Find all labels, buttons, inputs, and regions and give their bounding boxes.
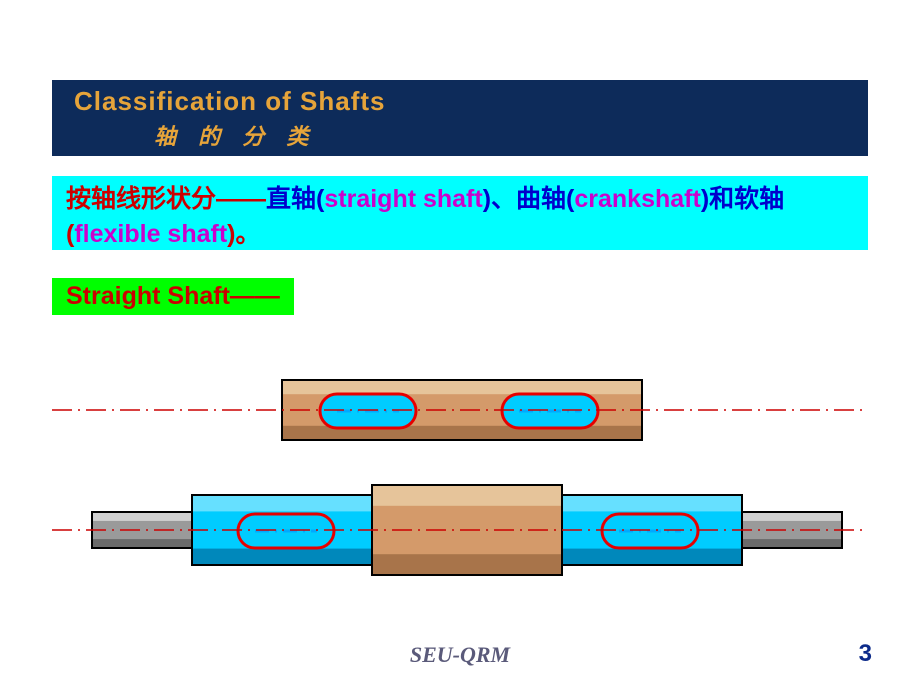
title-bar: Classification of Shafts 轴 的 分 类 — [52, 80, 868, 156]
page-number: 3 — [859, 640, 872, 668]
slide: Classification of Shafts 轴 的 分 类 按轴线形状分—… — [0, 0, 920, 690]
title-english: Classification of Shafts — [74, 86, 868, 117]
shaft-diagram — [52, 340, 868, 630]
title-chinese: 轴 的 分 类 — [154, 119, 868, 151]
description-bar: 按轴线形状分——直轴(straight shaft)、曲轴(crankshaft… — [52, 176, 868, 250]
footer-label: SEU-QRM — [0, 642, 920, 668]
subheading: Straight Shaft—— — [52, 278, 294, 315]
